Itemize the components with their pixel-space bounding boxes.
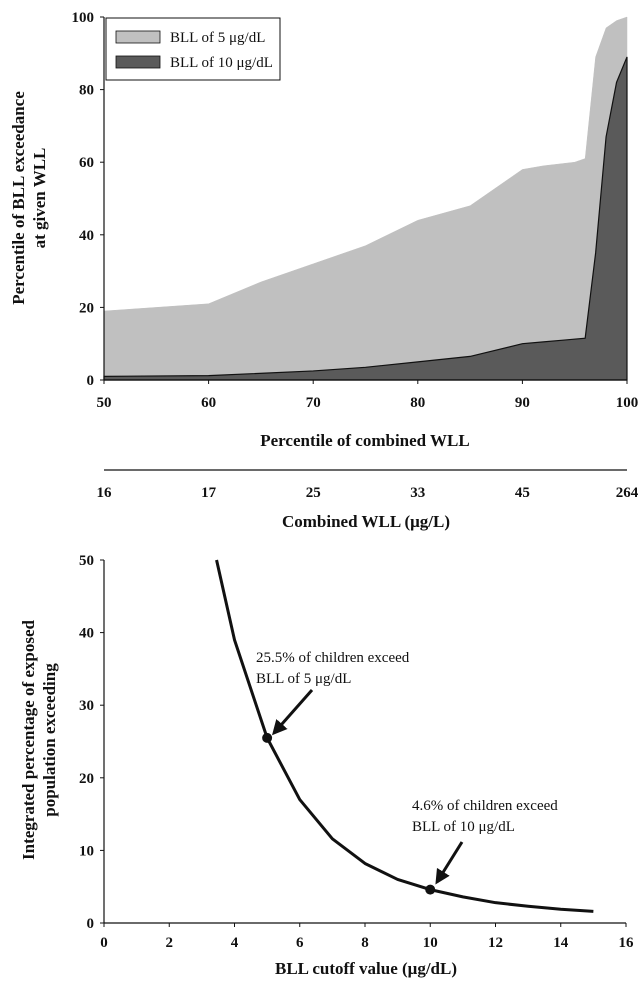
top-y-tick-label: 0 [87, 373, 95, 389]
highlight-point-bll-5 [262, 732, 273, 743]
area-series-bll-5 [103, 16, 628, 381]
bottom-x-tick-label: 2 [166, 935, 174, 951]
legend-label-10: BLL of 10 μg/dL [170, 55, 273, 71]
bottom-x-tick-label: 14 [553, 935, 569, 951]
bottom-chart: 0 10 20 30 40 50 0 2 4 6 8 10 12 14 16 Integrated perc… [19, 553, 634, 978]
secondary-x-tick-label: 45 [515, 485, 530, 501]
top-chart: 0 20 40 60 80 100 50 60 70 80 90 100 BLL of 5 μg/dL… [9, 10, 639, 531]
top-y-axis-title: Percentile of BLL exceedance at given WL… [9, 91, 49, 305]
bottom-y-tick-label: 40 [79, 626, 94, 642]
top-y-tick-label: 100 [72, 10, 95, 26]
top-y-title-line-1: Percentile of BLL exceedance [9, 91, 28, 305]
secondary-x-tick-label: 264 [616, 485, 639, 501]
top-y-tick-label: 40 [79, 228, 94, 244]
annotation-10-line-2: BLL of 10 μg/dL [412, 819, 515, 835]
bottom-chart-axes: 0 10 20 30 40 50 0 2 4 6 8 10 12 14 16 [79, 553, 634, 951]
bottom-y-tick-label: 0 [87, 916, 95, 932]
annotation-5-line-2: BLL of 5 μg/dL [256, 671, 351, 687]
top-y-tick-label: 60 [79, 155, 94, 171]
top-chart-legend: BLL of 5 μg/dL BLL of 10 μg/dL [105, 17, 281, 81]
secondary-x-axis: 16 17 25 33 45 264 [97, 469, 639, 501]
bottom-y-tick-label: 20 [79, 771, 94, 787]
top-x-tick-label: 80 [410, 395, 425, 411]
bottom-x-tick-label: 12 [488, 935, 503, 951]
annotation-10-line-1: 4.6% of children exceed [412, 798, 558, 814]
legend-swatch-5 [115, 30, 161, 44]
bottom-x-tick-label: 0 [100, 935, 108, 951]
top-y-title-line-2: at given WLL [30, 148, 49, 249]
bottom-x-axis-title: BLL cutoff value (μg/dL) [275, 959, 457, 978]
bottom-x-tick-label: 10 [423, 935, 438, 951]
top-x-tick-label: 100 [616, 395, 639, 411]
bottom-y-title-line-1: Integrated percentage of exposed [19, 619, 38, 860]
annotation-5: 25.5% of children exceed BLL of 5 μg/dL [256, 650, 410, 736]
legend-label-5: BLL of 5 μg/dL [170, 30, 265, 46]
top-x-tick-label: 70 [306, 395, 321, 411]
area-series-bll-10 [103, 56, 628, 381]
top-chart-axes: 0 20 40 60 80 100 50 60 70 80 90 100 [72, 10, 639, 411]
annotation-10-arrow [435, 841, 464, 885]
bottom-chart-line [215, 559, 594, 913]
bottom-y-tick-label: 30 [79, 698, 94, 714]
legend-swatch-10 [115, 55, 161, 69]
annotation-5-line-1: 25.5% of children exceed [256, 650, 410, 666]
top-y-tick-label: 80 [79, 83, 94, 99]
top-y-tick-label: 20 [79, 300, 94, 316]
secondary-x-axis-title: Combined WLL (μg/L) [282, 512, 450, 531]
bottom-x-tick-label: 8 [361, 935, 369, 951]
exceedance-curve [215, 559, 594, 913]
top-x-axis-title: Percentile of combined WLL [260, 431, 470, 450]
bottom-x-tick-label: 6 [296, 935, 304, 951]
secondary-x-tick-label: 25 [306, 485, 321, 501]
annotation-10: 4.6% of children exceed BLL of 10 μg/dL [412, 798, 558, 885]
bottom-y-tick-label: 50 [79, 553, 94, 569]
legend-frame [105, 17, 281, 81]
secondary-x-tick-label: 17 [201, 485, 217, 501]
top-x-tick-label: 90 [515, 395, 530, 411]
bottom-x-tick-label: 4 [231, 935, 239, 951]
secondary-x-tick-label: 16 [97, 485, 113, 501]
top-chart-areas [103, 16, 628, 381]
bottom-x-tick-label: 16 [619, 935, 635, 951]
top-x-tick-label: 60 [201, 395, 216, 411]
bottom-y-tick-label: 10 [79, 843, 94, 859]
highlight-point-bll-10 [425, 884, 436, 895]
bottom-y-title-line-2: population exceeding [40, 663, 59, 817]
annotation-5-arrow [272, 689, 314, 736]
top-x-tick-label: 50 [97, 395, 112, 411]
secondary-x-tick-label: 33 [410, 485, 425, 501]
bottom-y-axis-title: Integrated percentage of exposed populat… [19, 619, 59, 860]
